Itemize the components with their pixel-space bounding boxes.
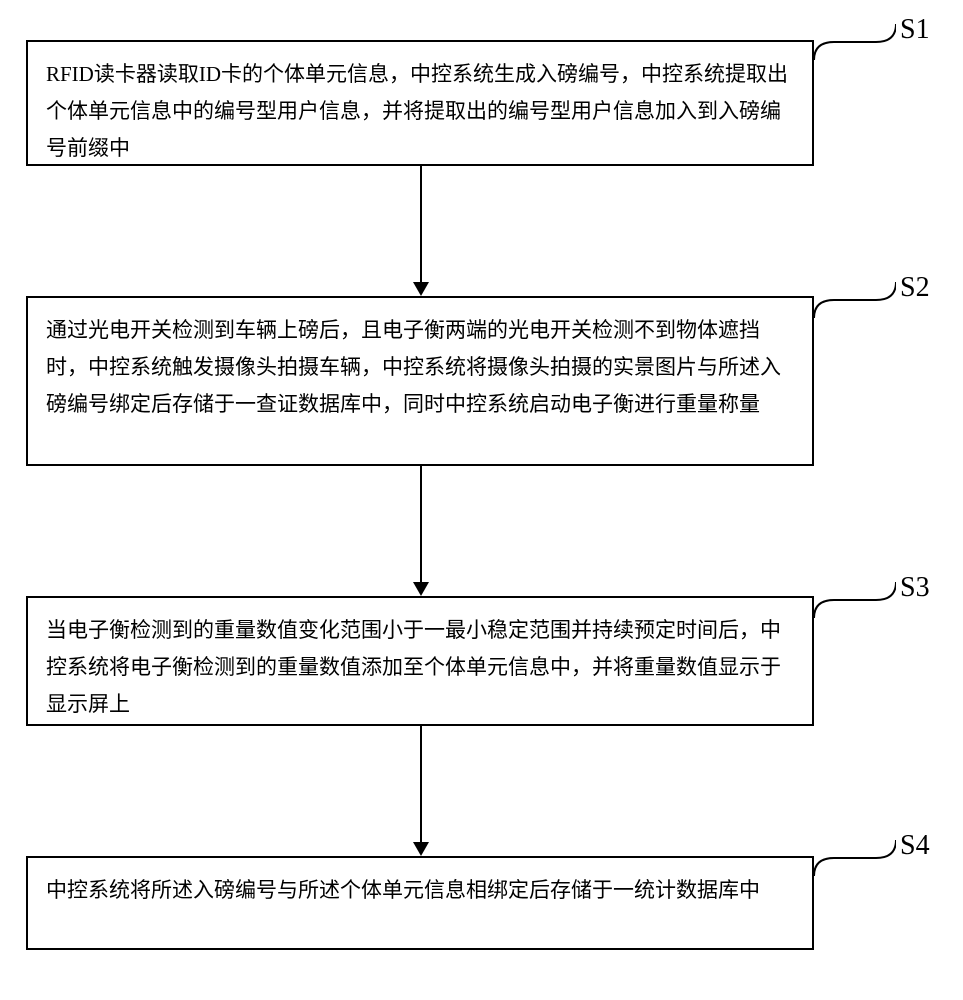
brace-s1 [814, 22, 896, 62]
brace-s2 [814, 280, 896, 320]
flowchart-canvas: RFID读卡器读取ID卡的个体单元信息，中控系统生成入磅编号，中控系统提取出个体… [0, 0, 963, 1000]
node-text: 当电子衡检测到的重量数值变化范围小于一最小稳定范围并持续预定时间后，中控系统将电… [46, 618, 781, 716]
step-label-s4: S4 [900, 830, 930, 862]
arrow-s2-s3 [420, 466, 422, 596]
flowchart-node-s3: 当电子衡检测到的重量数值变化范围小于一最小稳定范围并持续预定时间后，中控系统将电… [26, 596, 814, 726]
step-label-s2: S2 [900, 272, 930, 304]
node-text: RFID读卡器读取ID卡的个体单元信息，中控系统生成入磅编号，中控系统提取出个体… [46, 62, 788, 160]
node-text: 中控系统将所述入磅编号与所述个体单元信息相绑定后存储于一统计数据库中 [46, 878, 760, 902]
brace-s3 [814, 580, 896, 620]
step-label-s1: S1 [900, 14, 930, 46]
node-text: 通过光电开关检测到车辆上磅后，且电子衡两端的光电开关检测不到物体遮挡时，中控系统… [46, 318, 781, 416]
flowchart-node-s1: RFID读卡器读取ID卡的个体单元信息，中控系统生成入磅编号，中控系统提取出个体… [26, 40, 814, 166]
step-label-s3: S3 [900, 572, 930, 604]
flowchart-node-s4: 中控系统将所述入磅编号与所述个体单元信息相绑定后存储于一统计数据库中 [26, 856, 814, 950]
arrow-s1-s2 [420, 166, 422, 296]
brace-s4 [814, 838, 896, 878]
flowchart-node-s2: 通过光电开关检测到车辆上磅后，且电子衡两端的光电开关检测不到物体遮挡时，中控系统… [26, 296, 814, 466]
arrow-s3-s4 [420, 726, 422, 856]
